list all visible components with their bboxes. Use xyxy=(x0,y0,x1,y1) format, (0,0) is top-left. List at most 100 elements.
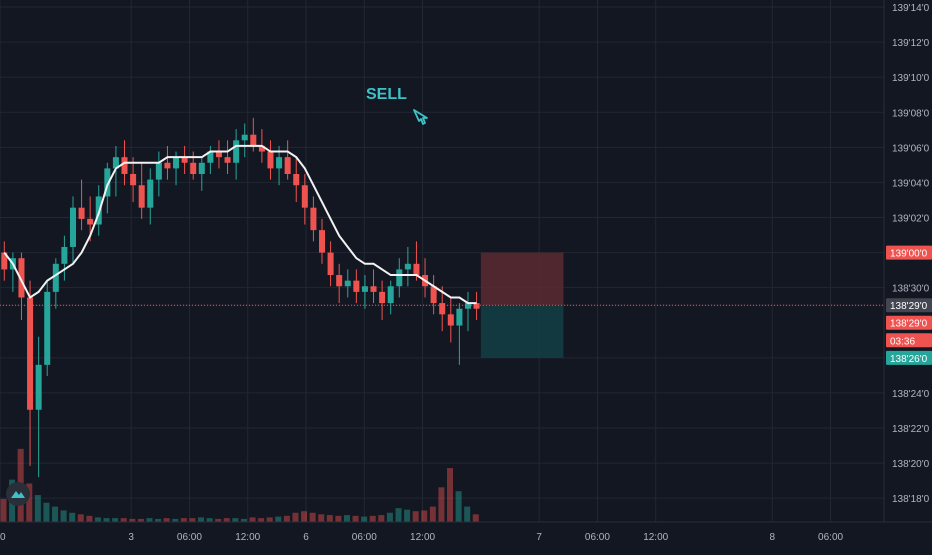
price-highlight-box xyxy=(886,333,932,348)
candle-body xyxy=(293,174,300,186)
candle-body xyxy=(250,134,257,146)
volume-bar xyxy=(283,515,290,522)
volume-bar xyxy=(395,508,402,522)
price-tick-label: 138'22'0 xyxy=(892,424,930,435)
volume-bar xyxy=(206,518,213,522)
candle-body xyxy=(130,174,137,186)
price-tick-label: 139'04'0 xyxy=(892,178,930,189)
price-highlight-box xyxy=(886,315,932,330)
take-profit-zone xyxy=(480,305,564,358)
candle-body xyxy=(456,308,463,326)
price-tick-label: 139'06'0 xyxy=(892,143,930,154)
volume-bar xyxy=(26,483,33,522)
time-tick-label: 6 xyxy=(303,532,309,543)
time-axis-panel xyxy=(0,522,932,550)
candle-body xyxy=(404,263,411,270)
candle-body xyxy=(413,263,420,276)
candle-body xyxy=(396,269,403,287)
candle-body xyxy=(318,230,326,253)
volume-bar xyxy=(0,498,7,522)
sell-annotation[interactable]: SELL xyxy=(366,86,407,103)
volume-bar xyxy=(352,515,359,522)
price-tick-label: 138'30'0 xyxy=(892,284,930,295)
candle-body xyxy=(361,286,368,292)
vwap-line xyxy=(3,144,477,305)
volume-bar xyxy=(146,518,153,522)
price-tick-label: 139'08'0 xyxy=(892,108,930,119)
volume-bar xyxy=(455,491,462,522)
volume-bar xyxy=(52,506,59,522)
price-tick-label: 139'12'0 xyxy=(892,38,930,49)
price-highlight-box xyxy=(886,298,932,313)
volume-bar xyxy=(361,516,368,522)
volume-bar xyxy=(301,511,308,522)
time-tick-label: 12:00 xyxy=(410,532,435,543)
candle-body xyxy=(104,168,111,197)
candle-body xyxy=(344,280,351,287)
price-tick-label: 138'20'0 xyxy=(892,459,930,470)
time-tick-label: 12:00 xyxy=(643,532,668,543)
volume-bar xyxy=(137,518,144,522)
time-tick-label: 7 xyxy=(536,532,542,543)
volume-bar xyxy=(258,518,265,522)
volume-bar xyxy=(318,514,325,522)
volume-bar xyxy=(386,512,393,522)
pointing-hand-icon xyxy=(410,108,432,132)
time-tick-label: 06:00 xyxy=(177,532,202,543)
price-highlight-label: 138'26'0 xyxy=(890,354,928,365)
time-tick-label: 12:00 xyxy=(235,532,260,543)
candle-body xyxy=(327,252,334,276)
candle-body xyxy=(439,303,446,315)
candle-body xyxy=(464,303,471,309)
candle-body xyxy=(155,162,162,180)
volume-bar xyxy=(472,514,479,522)
volume-bar xyxy=(112,518,119,522)
time-tick-label: 06:00 xyxy=(352,532,377,543)
volume-bar xyxy=(77,514,84,522)
volume-bar xyxy=(120,518,127,522)
tradingview-logo-icon[interactable] xyxy=(6,482,30,506)
candle-body xyxy=(430,286,437,304)
volume-bar xyxy=(232,518,239,522)
candle-body xyxy=(1,252,8,270)
price-highlight-label: 03:36 xyxy=(890,336,915,347)
stop-loss-zone xyxy=(480,252,564,306)
volume-bar xyxy=(34,495,41,522)
candle-body xyxy=(284,157,291,174)
candle-body xyxy=(353,280,360,292)
candle-body xyxy=(301,185,308,208)
price-tick-label: 139'14'0 xyxy=(892,3,930,14)
candle-body xyxy=(267,151,274,169)
candle-body xyxy=(35,364,42,410)
candle-body xyxy=(78,207,85,219)
time-tick-label: 8 xyxy=(770,532,776,543)
candle-body xyxy=(447,314,454,326)
volume-bar xyxy=(275,516,282,522)
volume-bar xyxy=(378,515,385,522)
candle-body xyxy=(52,263,59,292)
time-tick-label: 06:00 xyxy=(585,532,610,543)
candle-body xyxy=(387,286,394,304)
time-tick-label: 3 xyxy=(128,532,134,543)
candle-body xyxy=(198,162,205,174)
volume-bar xyxy=(412,511,419,522)
candle-body xyxy=(69,207,76,247)
candle-body xyxy=(379,291,386,304)
volume-bar xyxy=(292,512,299,522)
volume-bar xyxy=(369,515,376,522)
price-axis-panel xyxy=(884,0,932,550)
candle-body xyxy=(233,140,240,163)
candle-body xyxy=(310,207,317,231)
candle-body xyxy=(138,185,145,208)
candle-body xyxy=(121,157,128,174)
candle-body xyxy=(336,275,343,287)
time-tick-label: 00 xyxy=(0,532,6,543)
volume-bar xyxy=(343,515,350,522)
volume-bar xyxy=(69,512,76,522)
time-tick-label: 06:00 xyxy=(818,532,843,543)
volume-bar xyxy=(43,502,50,522)
volume-bar xyxy=(438,487,445,522)
